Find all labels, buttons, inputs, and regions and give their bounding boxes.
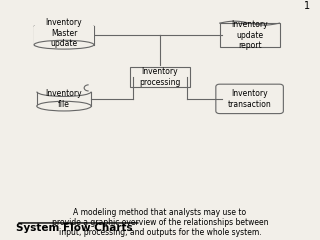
FancyBboxPatch shape — [216, 84, 284, 114]
Ellipse shape — [37, 101, 91, 111]
Text: Inventory
processing: Inventory processing — [139, 67, 181, 87]
Text: A modeling method that analysts may use to
provide a graphic overview of the rel: A modeling method that analysts may use … — [52, 208, 268, 237]
Text: System Flow Charts: System Flow Charts — [16, 223, 132, 233]
Text: Inventory
transaction: Inventory transaction — [228, 89, 271, 108]
Polygon shape — [34, 26, 94, 45]
Text: Inventory
file: Inventory file — [46, 89, 82, 108]
Ellipse shape — [34, 40, 94, 49]
FancyBboxPatch shape — [130, 67, 190, 87]
Text: 1: 1 — [304, 1, 310, 11]
Text: Inventory
update
report: Inventory update report — [231, 20, 268, 50]
FancyBboxPatch shape — [220, 23, 280, 47]
Text: Inventory
Master
update: Inventory Master update — [46, 18, 82, 48]
